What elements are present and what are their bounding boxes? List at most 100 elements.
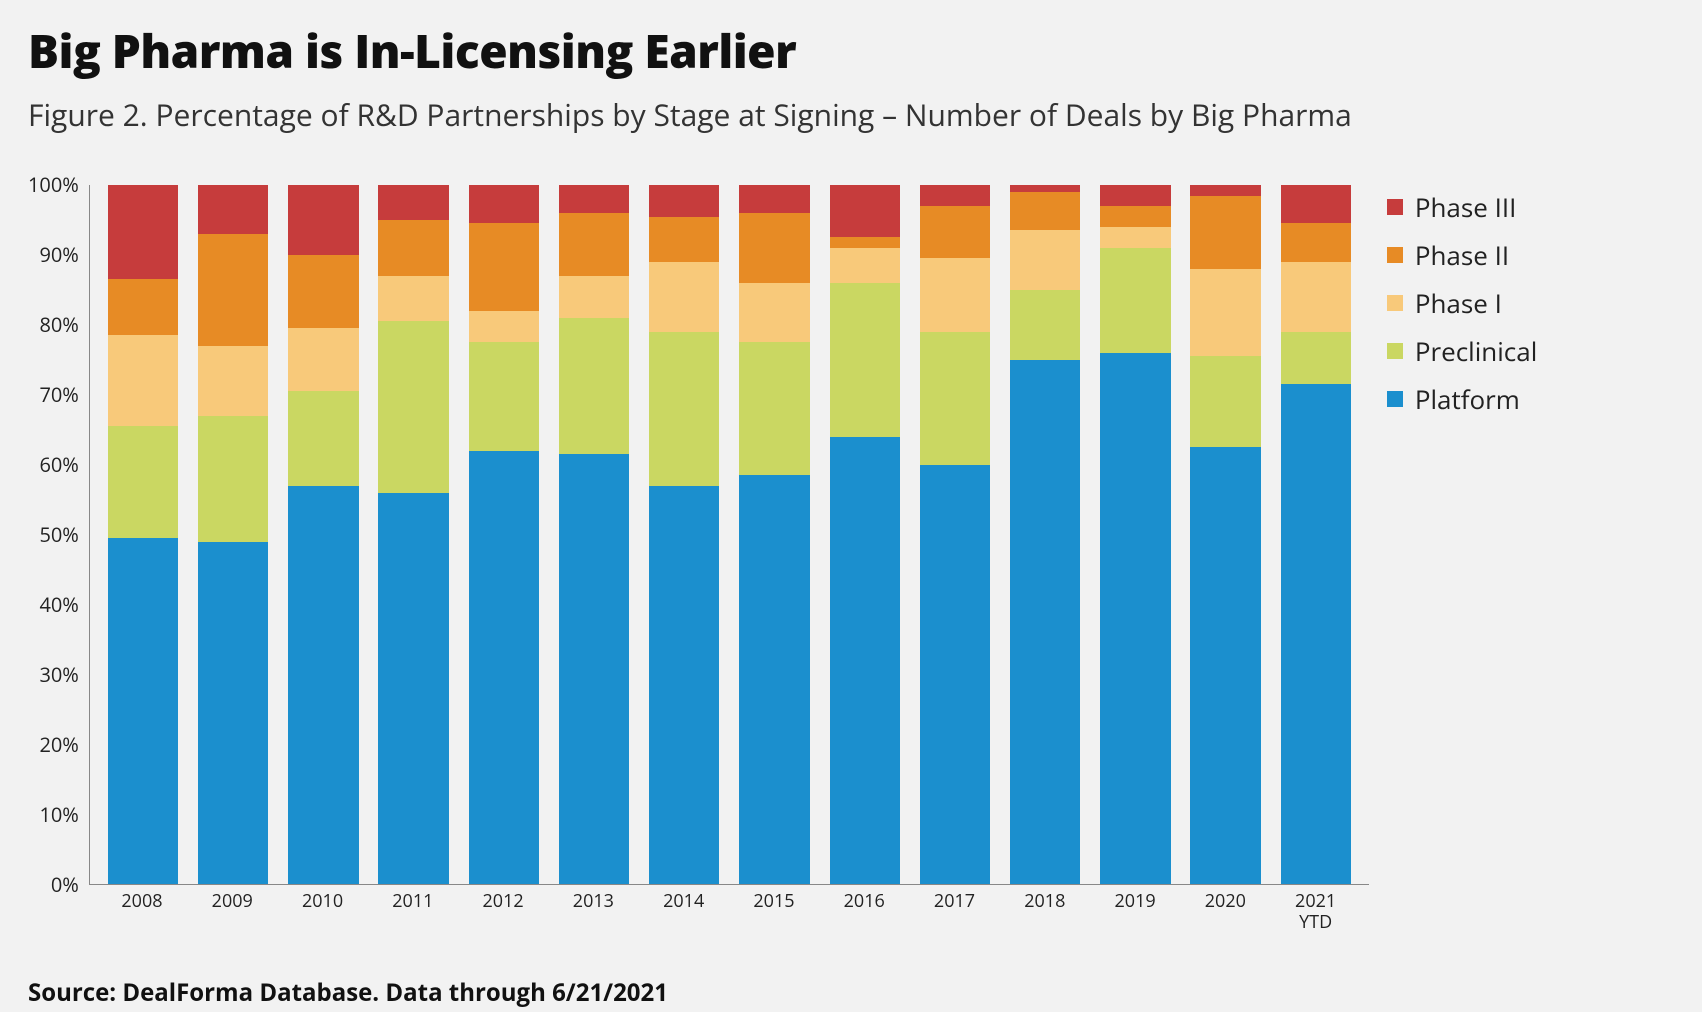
x-tick: 2008 xyxy=(97,891,187,932)
bar-segment xyxy=(198,416,268,542)
bar-segment xyxy=(469,451,539,884)
bar-segment xyxy=(830,237,900,247)
x-tick: 2016 xyxy=(819,891,909,932)
x-tick: 2021 YTD xyxy=(1271,891,1361,932)
legend-item: Platform xyxy=(1387,381,1537,417)
bar-segment xyxy=(378,321,448,492)
bar xyxy=(559,185,629,884)
x-tick: 2010 xyxy=(277,891,367,932)
x-tick: 2019 xyxy=(1090,891,1180,932)
bar-segment xyxy=(288,255,358,328)
bar xyxy=(378,185,448,884)
bar-segment xyxy=(739,185,809,213)
x-axis: 2008200920102011201220132014201520162017… xyxy=(89,885,1369,932)
bar-segment xyxy=(559,185,629,213)
bar-slot xyxy=(369,185,459,884)
bar-segment xyxy=(920,465,990,884)
y-tick: 80% xyxy=(39,315,78,335)
bar-segment xyxy=(739,475,809,884)
bar-slot xyxy=(1000,185,1090,884)
legend-label: Platform xyxy=(1415,381,1520,417)
y-tick: 50% xyxy=(39,525,78,545)
legend-label: Phase I xyxy=(1415,285,1502,321)
bar-segment xyxy=(469,223,539,310)
bar xyxy=(198,185,268,884)
x-tick: 2012 xyxy=(458,891,548,932)
bar-segment xyxy=(1281,185,1351,223)
bar-segment xyxy=(559,454,629,884)
bar-segment xyxy=(288,328,358,391)
plot-area xyxy=(89,185,1369,885)
bar-segment xyxy=(920,206,990,258)
bar-segment xyxy=(469,185,539,223)
bar-segment xyxy=(739,213,809,283)
bar-segment xyxy=(378,220,448,276)
x-tick: 2017 xyxy=(909,891,999,932)
bar-segment xyxy=(1010,192,1080,230)
bar xyxy=(739,185,809,884)
x-tick: 2020 xyxy=(1180,891,1270,932)
bar-slot xyxy=(549,185,639,884)
bar-slot xyxy=(910,185,1000,884)
legend-item: Phase II xyxy=(1387,237,1537,273)
bar-segment xyxy=(1190,447,1260,884)
bar-segment xyxy=(198,346,268,416)
bar-segment xyxy=(1100,185,1170,206)
y-tick: 60% xyxy=(39,455,78,475)
bar xyxy=(1190,185,1260,884)
bar-slot xyxy=(1090,185,1180,884)
bar-slot xyxy=(459,185,549,884)
legend-swatch xyxy=(1387,199,1403,215)
bar-segment xyxy=(559,318,629,454)
legend-label: Preclinical xyxy=(1415,333,1537,369)
legend-item: Phase I xyxy=(1387,285,1537,321)
bar-segment xyxy=(1190,269,1260,356)
y-tick: 40% xyxy=(39,595,78,615)
bar-segment xyxy=(559,213,629,276)
bar-slot xyxy=(820,185,910,884)
bar-segment xyxy=(830,437,900,884)
bar-slot xyxy=(98,185,188,884)
bar-segment xyxy=(830,185,900,237)
x-tick: 2011 xyxy=(368,891,458,932)
bar xyxy=(1100,185,1170,884)
legend-label: Phase II xyxy=(1415,237,1509,273)
bar-segment xyxy=(108,335,178,426)
page-subtitle: Figure 2. Percentage of R&D Partnerships… xyxy=(28,94,1674,135)
bar-segment xyxy=(1100,248,1170,353)
x-tick: 2013 xyxy=(548,891,638,932)
bar xyxy=(1010,185,1080,884)
bar-segment xyxy=(108,538,178,884)
legend-swatch xyxy=(1387,295,1403,311)
bar-segment xyxy=(198,185,268,234)
bar-segment xyxy=(1010,230,1080,289)
bar-segment xyxy=(920,185,990,206)
bar-segment xyxy=(1100,353,1170,884)
bar-segment xyxy=(1190,196,1260,269)
bar xyxy=(830,185,900,884)
bar-segment xyxy=(1281,262,1351,332)
x-tick: 2009 xyxy=(187,891,277,932)
source-note: Source: DealForma Database. Data through… xyxy=(28,976,1674,1009)
y-tick: 90% xyxy=(39,245,78,265)
bar-segment xyxy=(649,332,719,486)
page-root: Big Pharma is In-Licensing Earlier Figur… xyxy=(28,20,1674,1009)
bar-segment xyxy=(739,342,809,475)
bar-segment xyxy=(1010,360,1080,884)
bar-segment xyxy=(1281,332,1351,384)
bar-segment xyxy=(108,185,178,279)
y-tick: 10% xyxy=(39,805,78,825)
bar-segment xyxy=(469,311,539,342)
bar-segment xyxy=(108,279,178,335)
bar-slot xyxy=(729,185,819,884)
bar xyxy=(649,185,719,884)
bar-segment xyxy=(830,248,900,283)
bar-slot xyxy=(1180,185,1270,884)
bar-segment xyxy=(288,391,358,485)
bar xyxy=(108,185,178,884)
bar-segment xyxy=(378,493,448,884)
bar-segment xyxy=(1190,356,1260,447)
bar-slot xyxy=(278,185,368,884)
legend-item: Preclinical xyxy=(1387,333,1537,369)
bar xyxy=(469,185,539,884)
